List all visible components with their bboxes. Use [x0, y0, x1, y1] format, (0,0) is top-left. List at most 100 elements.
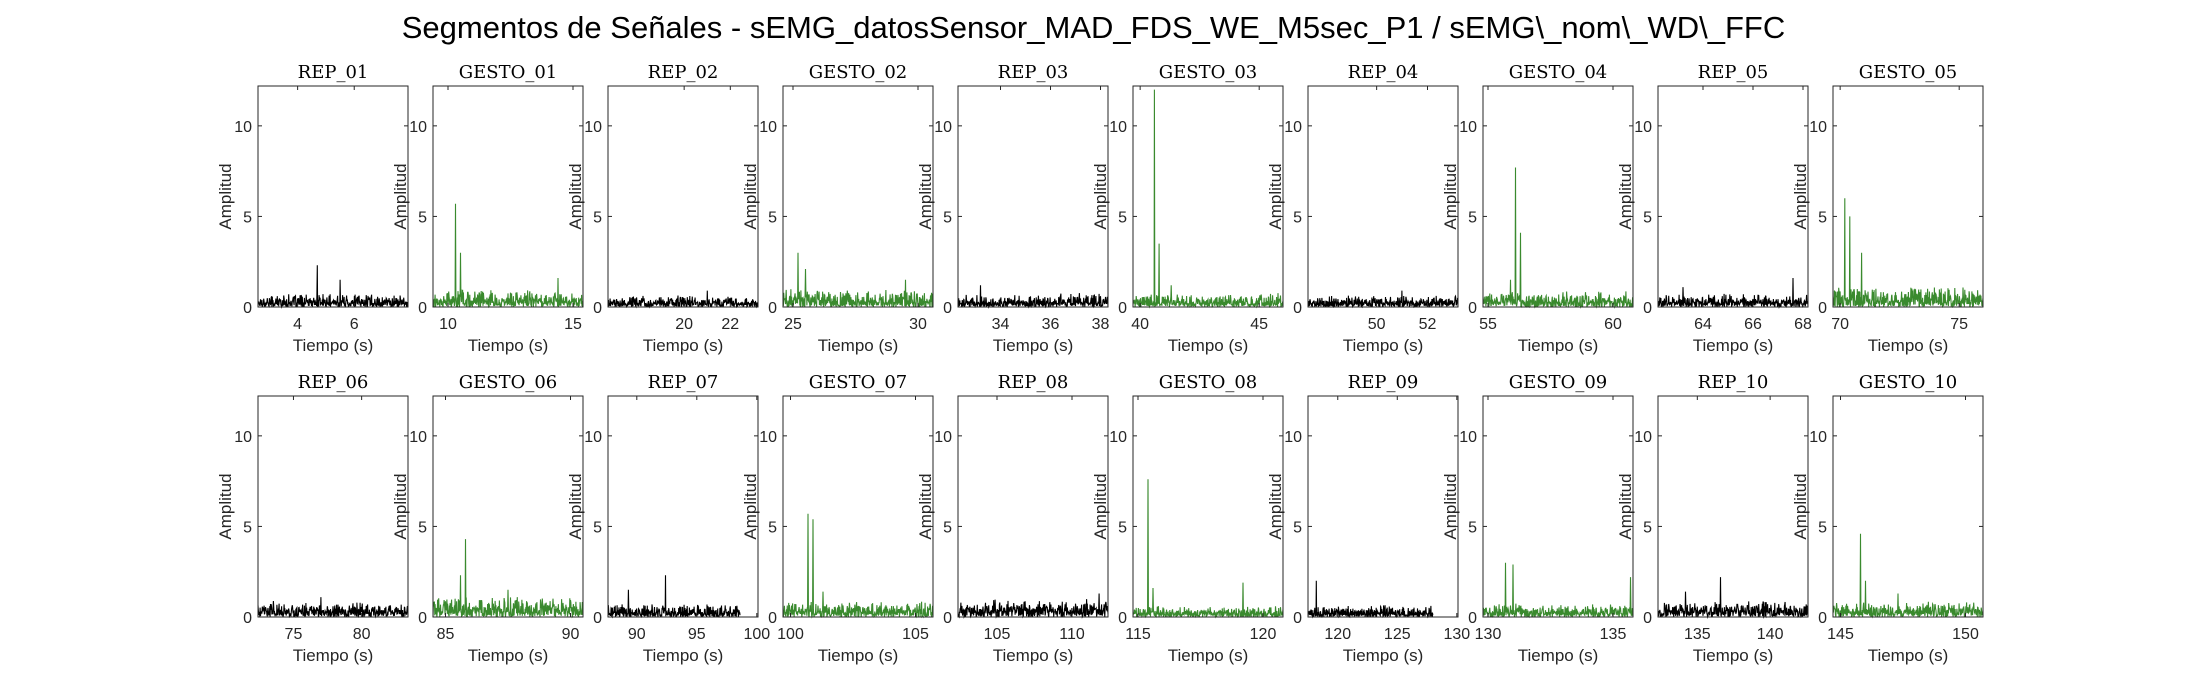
subplot-title: REP_06	[298, 372, 369, 393]
x-axis-label: Tiempo (s)	[293, 336, 374, 355]
y-tick-label: 0	[1118, 300, 1127, 317]
subplot: 0 5 10 90 95 100 REP_07 Tiempo (s) Amplitud	[566, 372, 770, 665]
y-axis-label: Amplitud	[1441, 163, 1460, 229]
subplot-title: REP_01	[298, 62, 369, 83]
y-tick-label: 0	[943, 300, 952, 317]
subplot-title: REP_05	[1698, 62, 1769, 83]
signal-line	[1657, 577, 1809, 620]
subplot: 0 5 10 145 150 GESTO_10 Tiempo (s) Amplitud	[1791, 372, 1984, 665]
signal-line	[1307, 290, 1459, 309]
subplot: 0 5 10 135 140 REP_10 Tiempo (s) Amplitud	[1616, 372, 1809, 665]
x-tick-label: 95	[688, 626, 706, 643]
y-tick-label: 10	[759, 119, 777, 136]
subplot: 0 5 10 115 120 GESTO_08 Tiempo (s) Amplitud	[1091, 372, 1284, 665]
x-tick-label: 125	[1384, 626, 1411, 643]
axes-box	[607, 395, 759, 618]
subplot: 0 5 10 10 15 GESTO_01 Tiempo (s) Amplitud	[391, 62, 584, 355]
subplot: 0 5 10 105 110 REP_08 Tiempo (s) Amplitud	[916, 372, 1109, 665]
axes-box	[1307, 395, 1459, 618]
subplot: 0 5 10 25 30 GESTO_02 Tiempo (s) Amplitud	[741, 62, 934, 355]
y-tick-label: 10	[1459, 119, 1477, 136]
subplot-title: GESTO_04	[1509, 62, 1608, 83]
x-tick-label: 150	[1952, 626, 1979, 643]
subplot-title: GESTO_05	[1859, 62, 1958, 83]
y-tick-label: 5	[593, 209, 602, 226]
y-tick-label: 5	[768, 519, 777, 536]
y-tick-label: 5	[1118, 519, 1127, 536]
x-axis-label: Tiempo (s)	[993, 336, 1074, 355]
x-tick-label: 66	[1744, 316, 1762, 333]
x-axis-label: Tiempo (s)	[1518, 336, 1599, 355]
x-axis-label: Tiempo (s)	[1693, 646, 1774, 665]
y-tick-label: 10	[759, 429, 777, 446]
x-tick-label: 135	[1600, 626, 1627, 643]
x-tick-label: 110	[1059, 626, 1085, 643]
signal-line	[607, 575, 741, 619]
x-tick-label: 115	[1125, 626, 1151, 643]
subplot: 0 5 10 34 36 38 REP_03 Tiempo (s) Amplitud	[916, 62, 1110, 355]
y-tick-label: 5	[243, 519, 252, 536]
x-tick-label: 90	[562, 626, 580, 643]
x-axis-label: Tiempo (s)	[643, 646, 724, 665]
y-axis-label: Amplitud	[1616, 163, 1635, 229]
x-tick-label: 70	[1831, 316, 1849, 333]
y-tick-label: 5	[943, 519, 952, 536]
axes-box	[1132, 85, 1284, 308]
y-axis-label: Amplitud	[1091, 163, 1110, 229]
subplot-title: GESTO_02	[809, 62, 908, 83]
axes-box	[1482, 85, 1634, 308]
subplot-title: REP_07	[648, 372, 719, 393]
x-tick-label: 36	[1042, 316, 1060, 333]
axes-box	[1657, 395, 1809, 618]
subplot: 0 5 10 70 75 GESTO_05 Tiempo (s) Amplitud	[1791, 62, 1984, 355]
subplot-title: GESTO_06	[459, 372, 558, 393]
x-tick-label: 100	[743, 626, 770, 643]
x-tick-label: 140	[1757, 626, 1784, 643]
x-tick-label: 34	[992, 316, 1010, 333]
y-tick-label: 5	[418, 519, 427, 536]
y-axis-label: Amplitud	[1791, 163, 1810, 229]
signal-line	[432, 539, 584, 619]
signal-line	[432, 203, 584, 309]
y-tick-label: 5	[943, 209, 952, 226]
x-tick-label: 75	[1950, 316, 1968, 333]
subplot-title: GESTO_07	[809, 372, 908, 393]
subplot-title: REP_04	[1348, 62, 1419, 83]
y-tick-label: 0	[593, 610, 602, 627]
x-tick-label: 130	[1443, 626, 1470, 643]
y-tick-label: 5	[1818, 209, 1827, 226]
signal-line	[957, 593, 1109, 619]
subplot: 0 5 10 75 80 REP_06 Tiempo (s) Amplitud	[216, 372, 409, 665]
signal-line	[1307, 580, 1434, 619]
x-tick-label: 68	[1794, 316, 1812, 333]
subplot-title: REP_02	[648, 62, 719, 83]
x-tick-label: 6	[350, 316, 359, 333]
x-tick-label: 15	[564, 316, 582, 333]
y-tick-label: 10	[584, 429, 602, 446]
y-tick-label: 10	[1284, 429, 1302, 446]
axes-box	[782, 85, 934, 308]
x-axis-label: Tiempo (s)	[1868, 646, 1949, 665]
y-tick-label: 10	[1809, 429, 1827, 446]
y-tick-label: 5	[768, 209, 777, 226]
subplot: 0 5 10 130 135 GESTO_09 Tiempo (s) Amplitud	[1441, 372, 1634, 665]
x-tick-label: 60	[1604, 316, 1622, 333]
signal-line	[607, 290, 759, 309]
subplot-title: GESTO_03	[1159, 62, 1258, 83]
x-axis-label: Tiempo (s)	[293, 646, 374, 665]
subplot: 0 5 10 4 6 REP_01 Tiempo (s) Amplitud	[216, 62, 409, 355]
y-axis-label: Amplitud	[391, 163, 410, 229]
axes-box	[607, 85, 759, 308]
signal-line	[257, 597, 409, 619]
x-tick-label: 20	[675, 316, 693, 333]
x-tick-label: 10	[439, 316, 457, 333]
x-tick-label: 30	[909, 316, 927, 333]
x-tick-label: 105	[984, 626, 1011, 643]
figure-title: Segmentos de Señales - sEMG_datosSensor_…	[401, 10, 1786, 45]
x-tick-label: 52	[1419, 316, 1437, 333]
y-tick-label: 0	[943, 610, 952, 627]
x-axis-label: Tiempo (s)	[1693, 336, 1774, 355]
x-tick-label: 90	[628, 626, 646, 643]
y-tick-label: 10	[409, 429, 427, 446]
